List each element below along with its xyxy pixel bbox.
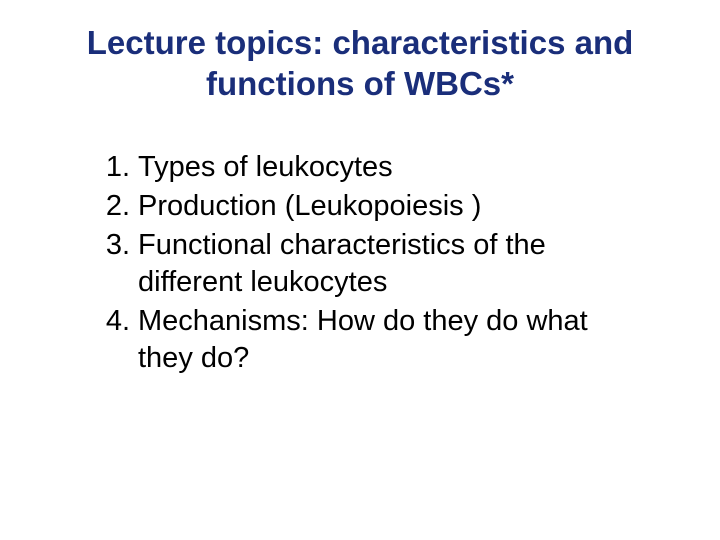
topic-list: 1. Types of leukocytes 2. Production (Le… bbox=[40, 149, 680, 378]
list-item: 4. Mechanisms: How do they do what they … bbox=[100, 303, 650, 377]
list-item: 1. Types of leukocytes bbox=[100, 149, 650, 186]
list-item: 3. Functional characteristics of the dif… bbox=[100, 227, 650, 301]
list-text: Functional characteristics of the differ… bbox=[138, 227, 650, 301]
list-number: 3. bbox=[100, 227, 138, 301]
slide-title: Lecture topics: characteristics and func… bbox=[40, 22, 680, 105]
list-number: 1. bbox=[100, 149, 138, 186]
list-item: 2. Production (Leukopoiesis ) bbox=[100, 188, 650, 225]
list-text: Types of leukocytes bbox=[138, 149, 650, 186]
list-number: 2. bbox=[100, 188, 138, 225]
list-number: 4. bbox=[100, 303, 138, 377]
list-text: Mechanisms: How do they do what they do? bbox=[138, 303, 650, 377]
list-text: Production (Leukopoiesis ) bbox=[138, 188, 650, 225]
